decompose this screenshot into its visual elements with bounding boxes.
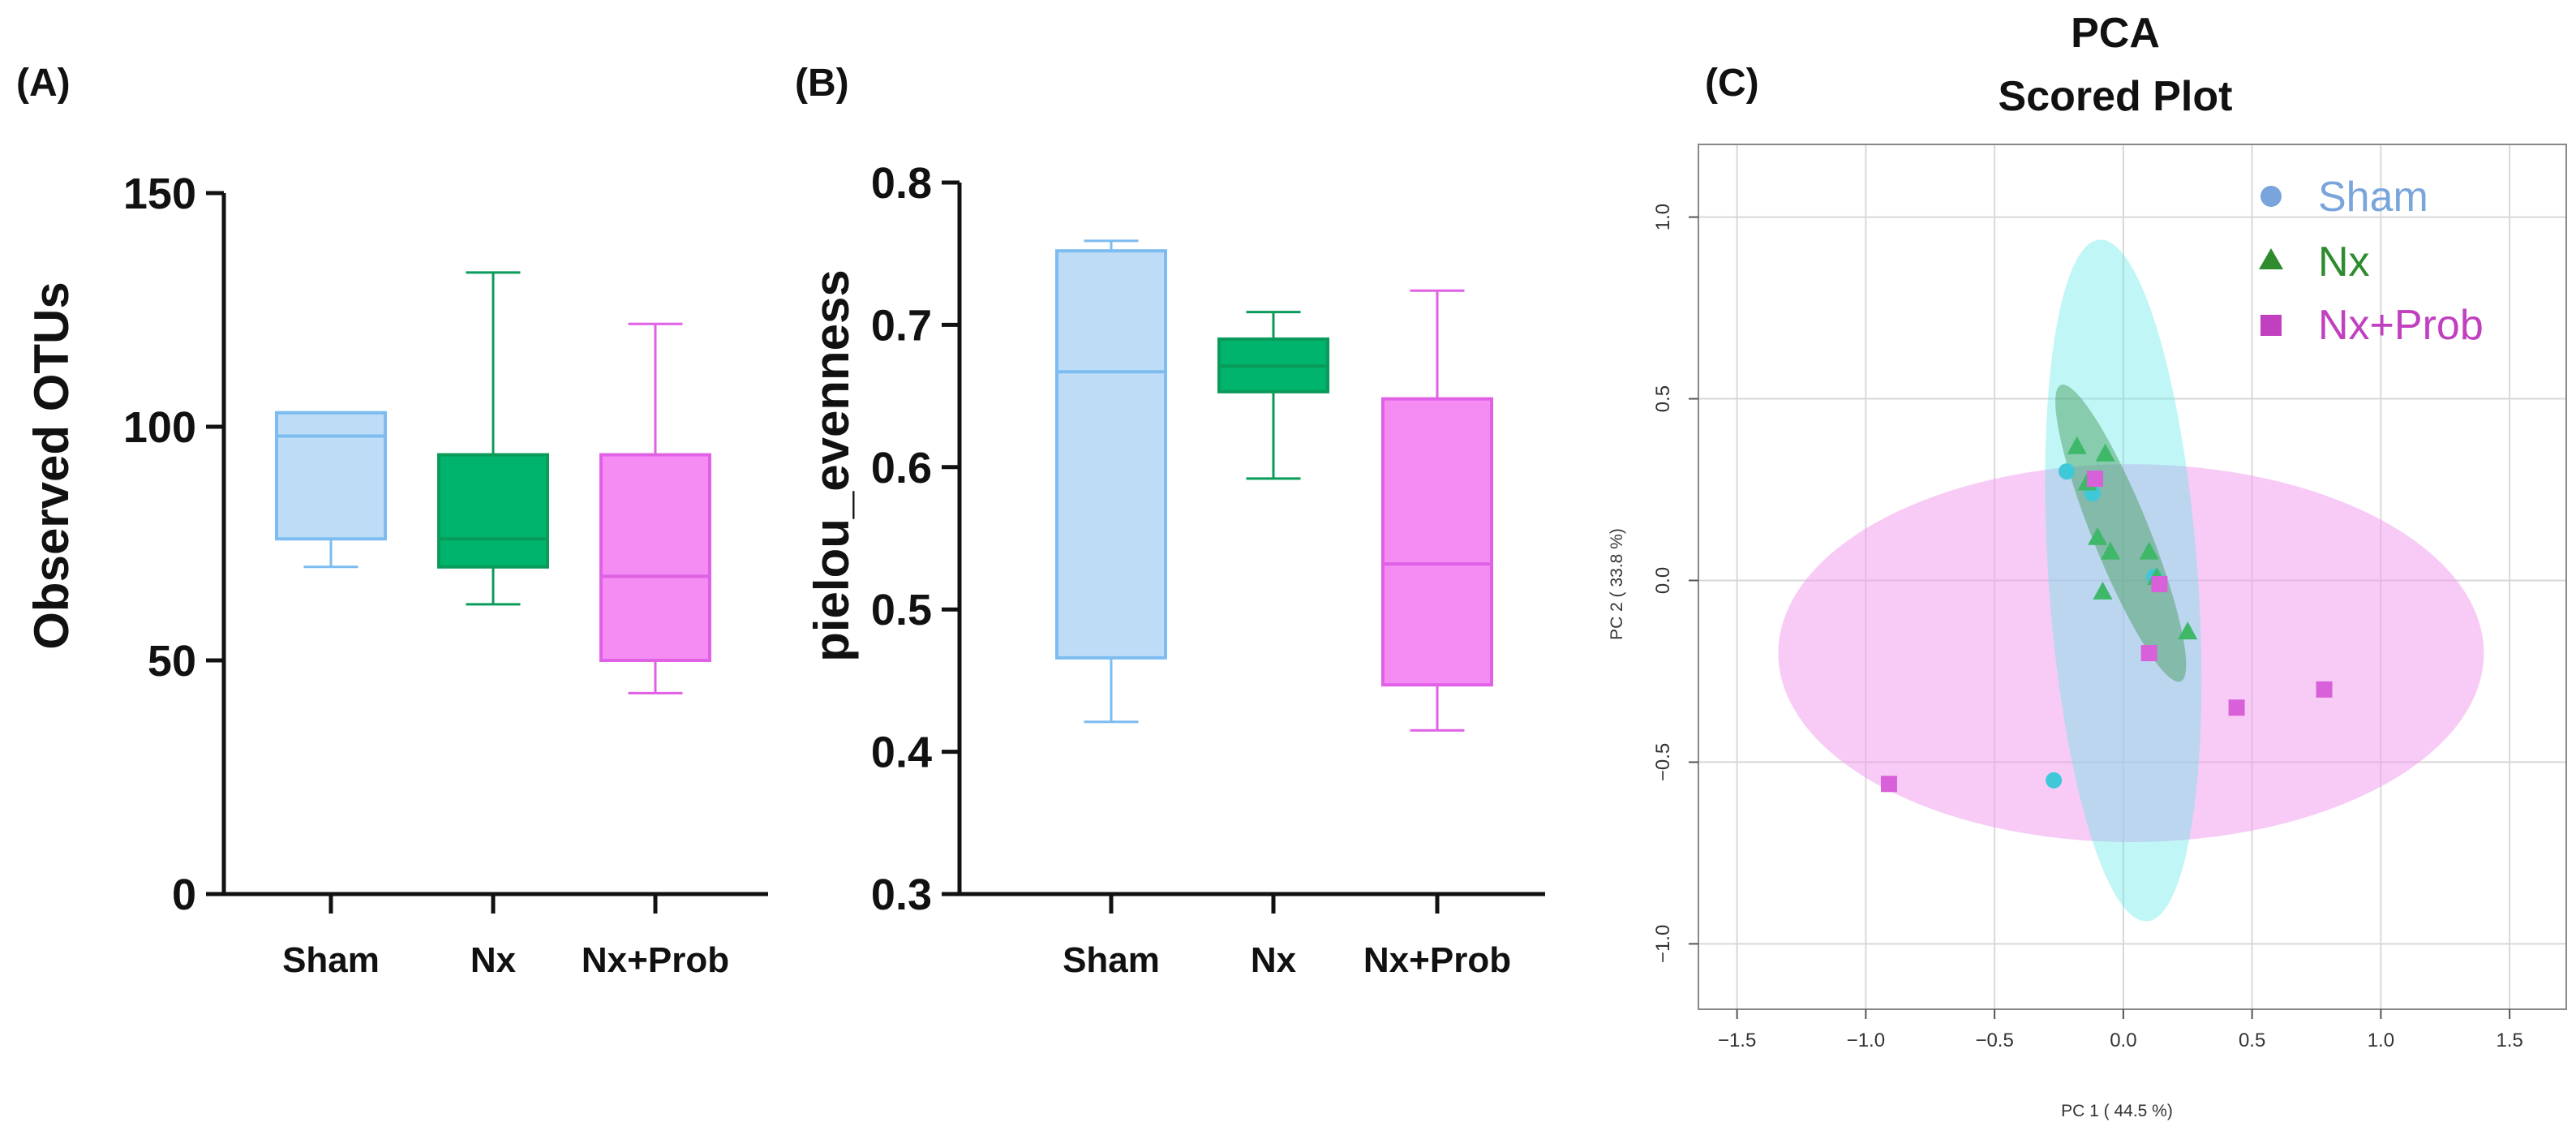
panel-b-category-label: Nx+Prob: [1363, 940, 1511, 980]
pca-y-tick-label: −1.0: [1652, 925, 1674, 963]
panel-b-y-tick-label: 0.7: [871, 301, 932, 350]
panel-a-category-label: Nx: [470, 940, 517, 980]
pca-x-axis-title: PC 1 ( 44.5 %): [2061, 1102, 2173, 1120]
panel-c-label: (C): [1705, 62, 1759, 105]
panel-a-box: [275, 411, 387, 541]
panel-b-label: (B): [795, 62, 849, 105]
pca-y-axis-title: PC 2 ( 33.8 %): [1608, 528, 1626, 640]
panel-a-box: [437, 453, 549, 569]
panel-b-y-tick-label: 0.3: [871, 871, 932, 919]
panel-a-y-tick-label: 150: [123, 170, 196, 218]
pca-point-nx: [2093, 581, 2113, 600]
pca-y-tick-label: 1.0: [1652, 204, 1674, 230]
pca-y-tick-label: 0.5: [1652, 385, 1674, 412]
pca-point-nx-prob: [2086, 471, 2103, 488]
pca-point-nx: [2095, 443, 2115, 462]
panel-a-y-axis-title: Observed OTUs: [24, 282, 79, 650]
panel-a-plot-area: 0 50 100 150 Sham Nx Nx+Prob: [123, 170, 768, 980]
panel-b: (B) pielou_evenness 0.3 0.4 0.5 0.6 0.7 0.8 Sh…: [795, 62, 1545, 980]
pca-point-nx: [2139, 541, 2159, 560]
pca-point-nx: [2178, 621, 2198, 640]
panel-b-plot-area: 0.3 0.4 0.5 0.6 0.7 0.8 Sham Nx Nx+Prob: [871, 159, 1545, 980]
pca-x-tick-label: −1.5: [1718, 1030, 1756, 1051]
panel-a: (A) Observed OTUs 0 50 100 150 Sham Nx Nx+Prob: [16, 62, 768, 980]
panel-b-y-tick-label: 0.8: [871, 159, 932, 208]
pca-x-tick-label: −0.5: [1975, 1030, 2013, 1051]
pca-point-sham: [2046, 772, 2063, 789]
pca-confidence-ellipse-sham: [2045, 239, 2202, 922]
pca-point-nx-prob: [2151, 575, 2168, 592]
panel-c: (C) PCA Scored Plot PC 1 ( 44.5 %) PC 2 …: [1608, 10, 2567, 1120]
pca-legend: Sham Nx Nx+Prob: [2259, 174, 2484, 349]
panel-a-label: (A): [16, 62, 71, 105]
panel-b-category-label: Sham: [1063, 940, 1160, 980]
pca-x-tick-label: −1.0: [1847, 1030, 1885, 1051]
panel-a-box: [599, 453, 711, 662]
legend-sham-marker: [2260, 186, 2282, 207]
panel-b-y-axis-title: pielou_evenness: [805, 269, 859, 662]
panel-b-y-tick-label: 0.4: [871, 729, 932, 777]
legend-nx-label: Nx: [2318, 239, 2370, 286]
pca-point-nx-prob: [1880, 776, 1897, 793]
panel-a-y-tick-label: 100: [123, 403, 196, 452]
pca-x-tick-label: 1.5: [2496, 1030, 2522, 1051]
panel-a-category-label: Sham: [282, 940, 380, 980]
panel-b-y-tick-label: 0.5: [871, 586, 932, 634]
pca-x-tick-label: 0.5: [2239, 1030, 2265, 1051]
panel-b-y-tick-label: 0.6: [871, 444, 932, 492]
panel-a-y-tick-label: 0: [172, 871, 196, 919]
pca-confidence-ellipse-nx-prob: [1778, 464, 2484, 842]
panel-b-category-label: Nx: [1251, 940, 1297, 980]
pca-y-tick-label: −0.5: [1652, 743, 1674, 781]
pca-point-nx: [2067, 436, 2087, 454]
pca-plot-frame: [1698, 144, 2567, 1010]
panel-a-y-tick-label: 50: [148, 637, 196, 686]
pca-point-sham: [2059, 463, 2076, 480]
pca-point-nx: [2101, 541, 2121, 560]
legend-nx-marker: [2259, 248, 2283, 269]
pca-y-tick-label: 0.0: [1652, 567, 1674, 594]
pca-point-nx: [2088, 527, 2108, 545]
panel-b-box: [1055, 249, 1167, 660]
pca-x-tick-label: 0.0: [2110, 1030, 2136, 1051]
pca-point-nx-prob: [2228, 699, 2245, 716]
legend-sham-label: Sham: [2318, 174, 2428, 221]
panel-a-category-label: Nx+Prob: [582, 940, 729, 980]
pca-title-line-1: PCA: [2071, 10, 2160, 57]
pca-confidence-ellipse-nx: [2055, 385, 2187, 682]
panel-b-box: [1381, 397, 1493, 687]
pca-x-tick-label: 1.0: [2368, 1030, 2394, 1051]
pca-point-nx-prob: [2140, 645, 2157, 662]
legend-nx-prob-label: Nx+Prob: [2318, 302, 2484, 349]
panel-c-plot-area: −1.5 −1.0 −0.5 0.0 0.5 1.0 1.5 −1.0 −0.5 0.0 0.5 1.…: [1652, 144, 2567, 1051]
pca-point-nx-prob: [2316, 681, 2333, 698]
legend-nx-prob-marker: [2260, 315, 2282, 336]
pca-title-line-2: Scored Plot: [1999, 73, 2233, 120]
